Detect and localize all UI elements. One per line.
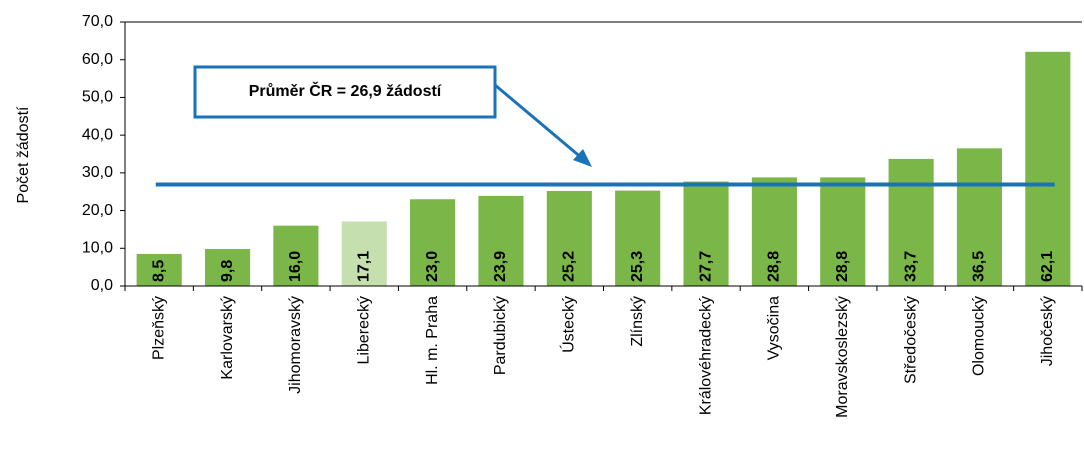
value-label: 36,5 [971, 251, 988, 282]
value-label: 9,8 [219, 260, 236, 282]
bar [341, 221, 387, 286]
annotation-arrow [494, 83, 584, 161]
x-tick-label: Plzeňský [150, 296, 167, 360]
y-tick-label: 60,0 [82, 51, 113, 68]
x-tick-label: Jihomoravský [287, 296, 304, 394]
value-label: 16,0 [287, 251, 304, 282]
bar [1025, 51, 1071, 287]
y-tick-label: 0,0 [91, 277, 113, 294]
annotation-text: Průměr ČR = 26,9 žádostí [249, 81, 442, 100]
value-label: 23,0 [424, 251, 441, 282]
y-tick-label: 30,0 [82, 164, 113, 181]
value-label: 8,5 [150, 260, 167, 282]
bar [751, 177, 797, 286]
value-label: 27,7 [697, 251, 714, 282]
x-tick-label: Hl. m. Praha [424, 296, 441, 385]
x-tick-label: Olomoucký [971, 296, 988, 376]
arrow-head [573, 149, 592, 167]
x-tick-label: Moravskoslezský [834, 296, 851, 418]
x-tick-label: Středočeský [902, 296, 919, 384]
value-label: 25,2 [561, 251, 578, 282]
x-tick-label: Pardubický [492, 296, 509, 375]
y-tick-label: 10,0 [82, 240, 113, 257]
value-label: 62,1 [1039, 251, 1056, 282]
y-tick-label: 20,0 [82, 202, 113, 219]
x-tick-label: Královéhradecký [697, 296, 714, 415]
value-label: 25,3 [629, 251, 646, 282]
value-label: 33,7 [902, 251, 919, 282]
y-tick-label: 40,0 [82, 126, 113, 143]
x-tick-label: Karlovarský [219, 296, 236, 380]
bar [683, 181, 729, 286]
bar [615, 190, 661, 286]
y-axis-label: Počet žádostí [15, 106, 32, 204]
y-tick-label: 50,0 [82, 89, 113, 106]
bar [273, 225, 319, 286]
x-tick-label: Ústecký [559, 296, 578, 353]
value-label: 28,8 [766, 251, 783, 282]
bar [410, 199, 456, 286]
value-label: 23,9 [492, 251, 509, 282]
bar [478, 195, 524, 286]
x-tick-label: Jihočeský [1039, 296, 1056, 366]
bar [136, 253, 182, 286]
bar [956, 148, 1003, 286]
x-tick-label: Zlínský [629, 296, 646, 347]
x-tick-label: Vysočina [766, 296, 783, 360]
annotation-box [193, 65, 497, 119]
x-tick-label: Liberecký [355, 296, 372, 364]
bar [820, 177, 866, 286]
value-label: 17,1 [355, 251, 372, 282]
bar [204, 249, 251, 286]
bar [546, 190, 592, 286]
bar [888, 158, 934, 286]
y-tick-label: 70,0 [82, 13, 113, 30]
value-label: 28,8 [834, 251, 851, 282]
